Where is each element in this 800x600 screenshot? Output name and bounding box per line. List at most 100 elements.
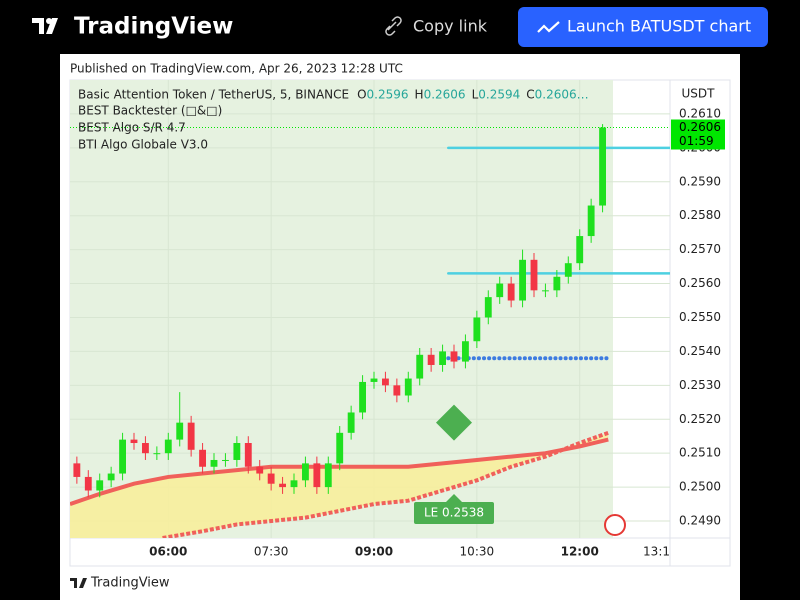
candle-body — [359, 381, 366, 413]
entry-label-bg — [414, 502, 494, 524]
brand: TradingView — [74, 14, 233, 40]
launch-button[interactable]: Launch BATUSDT chart — [518, 7, 768, 47]
candle-body — [404, 378, 412, 396]
candle-body — [290, 480, 298, 488]
candle-body — [119, 439, 126, 474]
x-tick-label: 12:00 — [561, 545, 599, 559]
candle-body — [553, 276, 561, 291]
x-tick-label: 13:1 — [643, 545, 670, 559]
ohlc-value: 0.2596 — [367, 88, 409, 102]
candle-body — [267, 473, 275, 484]
candle-body — [416, 354, 424, 379]
candle-body — [462, 341, 469, 362]
y-tick-label: 0.2520 — [679, 412, 721, 426]
button-icon — [537, 21, 560, 33]
candle-body — [210, 459, 218, 467]
candle-body — [199, 449, 206, 467]
candle-body — [450, 351, 458, 362]
y-tick-label: 0.2580 — [679, 208, 721, 222]
y-tick-label: 0.2510 — [679, 446, 721, 460]
candle-body — [347, 412, 355, 433]
y-tick-label: 0.2550 — [679, 310, 721, 324]
y-tick-label: 0.2570 — [679, 242, 721, 256]
candle-body — [599, 127, 606, 206]
candle-body — [96, 480, 104, 491]
candle-body — [324, 463, 332, 488]
ohlc-label: L — [472, 88, 479, 102]
copy-link[interactable]: Copy link — [385, 16, 488, 36]
y-axis-label: USDT — [682, 87, 716, 101]
y-tick-label: 0.2540 — [679, 344, 721, 358]
x-tick-label: 09:00 — [355, 545, 393, 559]
logo-dot — [46, 18, 52, 24]
symbol-title: Basic Attention Token / TetherUS, 5, BIN… — [78, 88, 349, 102]
footer-brand: TradingView — [90, 576, 170, 591]
button-bg — [518, 7, 768, 47]
indicator-name: BTI Algo Globale V3.0 — [78, 138, 208, 152]
countdown: 01:59 — [679, 134, 714, 148]
candle-body — [222, 459, 229, 461]
last-price: 0.2606 — [679, 120, 721, 134]
logo[interactable]: TradingView — [32, 14, 233, 40]
candle-body — [176, 422, 184, 440]
y-tick-label: 0.2560 — [679, 276, 721, 290]
candle-body — [164, 439, 172, 454]
candle-body — [233, 443, 241, 460]
candle-body — [564, 263, 572, 277]
ohlc-value: 0.2606 — [424, 88, 466, 102]
y-tick-label: 0.2610 — [679, 106, 721, 120]
footer-logo — [70, 578, 87, 588]
button-text: Launch BATUSDT chart — [567, 17, 751, 36]
candle-body — [507, 283, 515, 301]
candle-body — [370, 378, 378, 382]
candle-body — [336, 432, 344, 464]
candle-body — [302, 463, 309, 481]
link-icon — [385, 16, 402, 36]
candle-body — [279, 483, 286, 488]
entry-label: LE 0.2538 — [424, 506, 484, 520]
candle-body — [587, 205, 595, 237]
candle-body — [519, 259, 526, 301]
candle-body — [496, 283, 504, 298]
candle-body — [142, 443, 149, 454]
candle-body — [393, 385, 401, 396]
y-tick-label: 0.2490 — [679, 514, 721, 528]
candle-body — [313, 463, 321, 488]
ohlc-label: C — [526, 88, 534, 102]
y-tick-label: 0.2590 — [679, 174, 721, 188]
candle-body — [484, 297, 492, 318]
flag-icon — [604, 514, 626, 536]
legend: Basic Attention Token / TetherUS, 5, BIN… — [78, 88, 589, 152]
entry-diamond — [436, 404, 472, 441]
candle-body — [382, 378, 389, 386]
ohlc-value: 0.2594 — [478, 88, 520, 102]
indicator-name: BEST Algo S/R 4.7 — [78, 121, 186, 135]
candle-body — [153, 453, 161, 455]
y-tick-label: 0.2500 — [679, 480, 721, 494]
candle-body — [84, 476, 92, 491]
candle-body — [244, 443, 252, 467]
candle-body — [530, 259, 538, 291]
candle-body — [473, 317, 481, 342]
overlay-line — [162, 430, 609, 538]
indicator-name: BEST Backtester (□&□) — [78, 104, 222, 118]
candle-body — [542, 290, 549, 292]
y-tick-label: 0.2530 — [679, 378, 721, 392]
candle-body — [576, 236, 584, 264]
published: Published on TradingView.com, Apr 26, 20… — [70, 62, 403, 76]
last-price-bg — [671, 119, 725, 150]
candle-body — [427, 354, 435, 365]
band-fill — [70, 432, 609, 538]
x-tick-label: 06:00 — [149, 545, 187, 559]
x-tick-label: 07:30 — [254, 545, 289, 559]
ohlc-label: H — [415, 88, 424, 102]
plot: LE 0.2538 — [70, 80, 670, 538]
x-tick-label: 10:30 — [460, 545, 495, 559]
candle-body — [256, 466, 264, 474]
candle-body — [130, 439, 138, 444]
candle-body — [107, 473, 115, 481]
candle-body — [187, 422, 195, 450]
candle-body — [439, 351, 446, 365]
